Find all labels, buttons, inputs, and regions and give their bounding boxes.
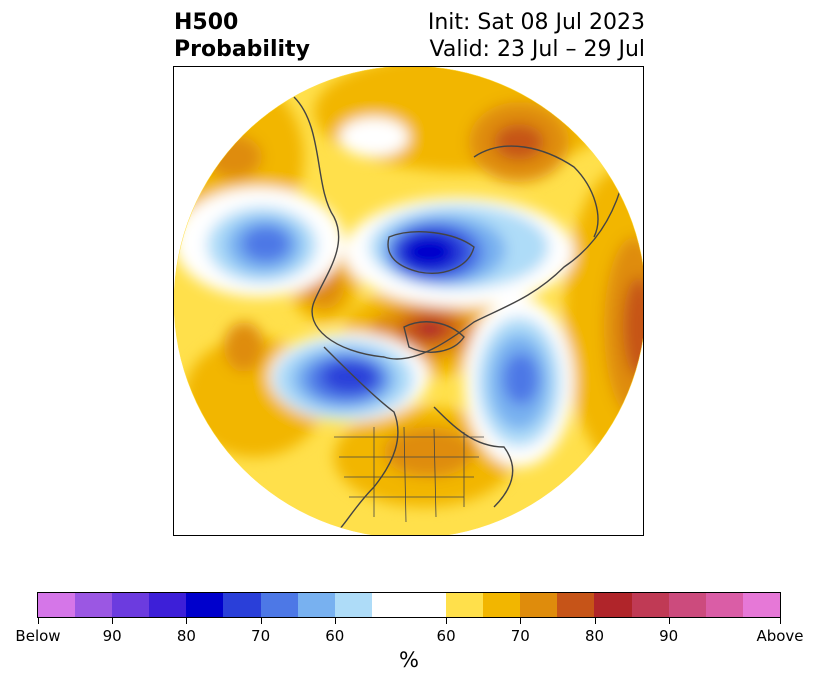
coastline-arctic: [293, 96, 625, 360]
colorbar-segment: [75, 593, 113, 617]
colorbar-tick-label: 60: [436, 627, 456, 645]
colorbar-tick: [260, 618, 262, 624]
valid-range: Valid: 23 Jul – 29 Jul: [429, 37, 645, 62]
colorbar-tick-label: Below: [15, 627, 61, 645]
us-state-meridians: [373, 426, 465, 523]
colorbar-segment: [38, 593, 76, 617]
title-line-1: H500: [174, 10, 239, 35]
above-core-united-states: [384, 427, 474, 477]
colorbar-segment: [557, 593, 595, 617]
coastlines: [293, 96, 625, 535]
colorbar-segment: [742, 593, 780, 617]
colorbar-segment: [594, 593, 632, 617]
coastline-north-america: [323, 346, 399, 535]
above-core-west-pacific: [206, 135, 262, 179]
chart-title: H500 Probability: [174, 9, 310, 63]
colorbar-segment: [483, 593, 521, 617]
colorbar-tick: [594, 618, 596, 624]
colorbar-tick: [668, 618, 670, 624]
colorbar-tick-label: 90: [659, 627, 679, 645]
us-state-lines: [334, 436, 484, 498]
colorbar-tick-label: 80: [176, 627, 196, 645]
map-panel: [173, 66, 644, 536]
probability-map: [174, 67, 643, 535]
colorbar-tick-label: 60: [325, 627, 345, 645]
colorbar-segment: [112, 593, 150, 617]
below-peak-scandinavia: [403, 235, 455, 269]
colorbar-tick-label: 80: [584, 627, 605, 645]
colorbar-tick: [780, 618, 781, 624]
colorbar-tick-label: 70: [251, 627, 271, 645]
colorbar-tick-label: 70: [510, 627, 530, 645]
colorbar-segment: [260, 593, 298, 617]
colorbar-segment: [297, 593, 335, 617]
neutral-zone-north: [339, 117, 409, 157]
colorbar: [37, 592, 781, 618]
above-peak-arctic: [418, 320, 442, 338]
colorbar-segment: [223, 593, 261, 617]
colorbar-tick: [112, 618, 114, 624]
colorbar-tick-label: Above: [756, 627, 804, 645]
above-core-east-pacific: [224, 322, 264, 372]
below-core-siberia: [503, 353, 539, 405]
colorbar-segment: [334, 593, 372, 617]
title-line-2: Probability: [174, 37, 310, 62]
units-label: %: [399, 648, 419, 672]
colorbar-segment: [668, 593, 706, 617]
below-core-alaska: [242, 226, 290, 262]
above-peak-central-asia: [623, 277, 643, 377]
colorbar-tick: [186, 618, 188, 624]
coastline-asia: [473, 145, 599, 238]
init-date: Init: Sat 08 Jul 2023: [427, 10, 645, 35]
colorbar-segment: [631, 593, 669, 617]
coastline-scandinavia: [387, 231, 475, 274]
colorbar-tick: [334, 618, 336, 624]
colorbar-segment: [446, 593, 484, 617]
colorbar-segment: [520, 593, 558, 617]
colorbar-segment: [149, 593, 187, 617]
coastline-east-us: [433, 406, 514, 508]
colorbar-tick: [520, 618, 522, 624]
above-peak-east-asia: [494, 124, 544, 160]
colorbar-tick: [38, 618, 39, 624]
colorbar-tick-label: 90: [102, 627, 122, 645]
colorbar-tick: [446, 618, 448, 624]
below-peak-north-pacific: [322, 361, 378, 393]
forecast-dates: Init: Sat 08 Jul 2023 Valid: 23 Jul – 29…: [428, 9, 645, 63]
colorbar-segment: [705, 593, 743, 617]
coastline-greenland: [403, 321, 465, 353]
colorbar-segment: [371, 593, 447, 617]
colorbar-segment: [186, 593, 224, 617]
